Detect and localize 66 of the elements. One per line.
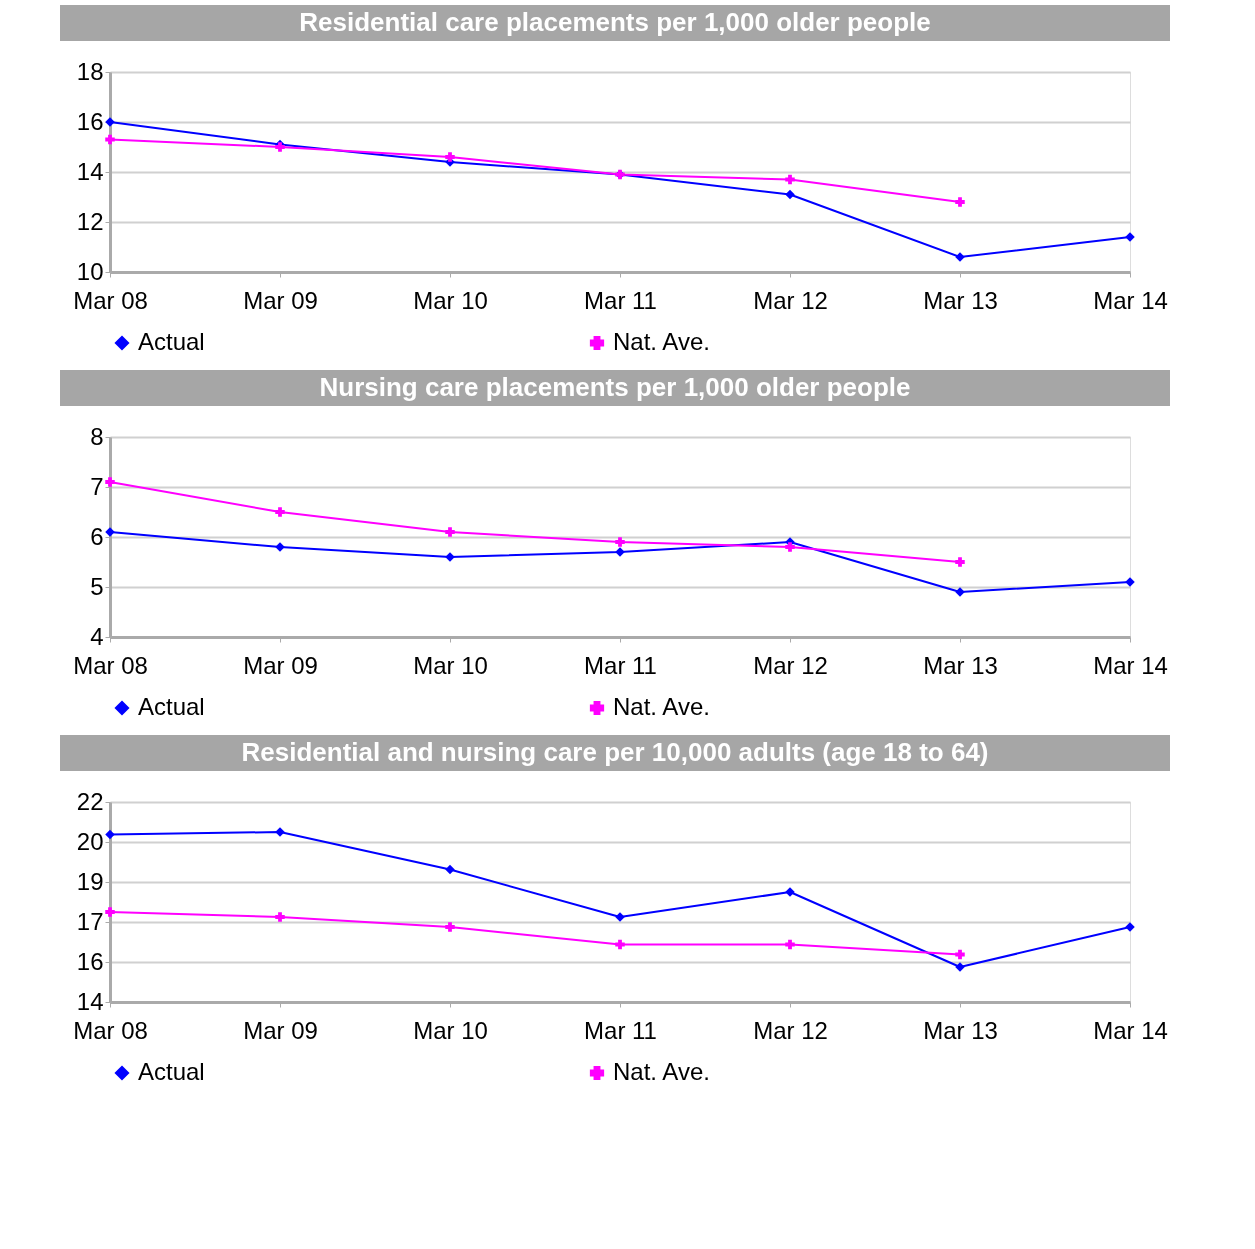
x-tick-label: Mar 08 [73,1016,148,1044]
y-tick-label: 16 [76,947,104,975]
y-tick-label: 14 [76,157,104,185]
y-tick-label: 5 [90,572,104,600]
x-tick-label: Mar 12 [753,651,828,679]
point [105,829,115,840]
point [445,922,455,932]
point [785,189,795,200]
point [105,134,115,145]
legend-label: Nat. Ave. [613,693,710,720]
y-tick-label: 18 [76,57,104,85]
y-tick-label: 17 [76,907,104,935]
x-tick-label: Mar 10 [413,286,488,314]
point [105,907,115,917]
y-tick-label: 22 [76,787,104,815]
y-tick-label: 10 [76,257,104,285]
x-tick-label: Mar 08 [73,286,148,314]
point [445,152,455,162]
chart-title: Residential and nursing care per 10,000 adults (age 18 to 64) [241,737,989,767]
chart-title: Residential care placements per 1,000 older people [299,7,931,37]
x-tick-label: Mar 14 [1093,286,1168,314]
x-tick-label: Mar 13 [923,286,998,314]
point [445,527,455,537]
point [275,507,285,517]
y-tick-label: 8 [90,422,104,450]
y-tick-label: 19 [76,867,104,895]
x-tick-label: Mar 13 [923,1016,998,1044]
x-tick-label: Mar 09 [243,1016,318,1044]
point [105,477,115,487]
point [955,197,965,207]
x-tick-label: Mar 12 [753,1016,828,1044]
x-tick-label: Mar 10 [413,651,488,679]
y-tick-label: 7 [90,472,104,500]
point [615,939,625,950]
legend-label: Nat. Ave. [613,328,710,355]
point [785,174,795,185]
x-tick-label: Mar 13 [923,651,998,679]
y-tick-label: 20 [76,827,104,855]
x-tick-label: Mar 09 [243,286,318,314]
point [955,557,965,567]
point [785,939,795,950]
y-tick-label: 14 [76,987,104,1015]
y-tick-label: 6 [90,522,104,550]
x-tick-label: Mar 12 [753,286,828,314]
y-tick-label: 16 [76,107,104,135]
point [445,864,455,875]
point [275,912,285,922]
y-tick-label: 4 [90,622,104,650]
y-tick-label: 12 [76,207,104,235]
x-tick-label: Mar 10 [413,1016,488,1044]
x-tick-label: Mar 09 [243,651,318,679]
chart-title: Nursing care placements per 1,000 older people [319,372,911,402]
x-tick-label: Mar 08 [73,651,148,679]
x-tick-label: Mar 14 [1093,1016,1168,1044]
legend-label: Actual [138,1058,205,1085]
x-tick-label: Mar 14 [1093,651,1168,679]
point [955,949,965,960]
legend-label: Actual [138,693,205,720]
x-tick-label: Mar 11 [584,286,657,314]
legend-label: Nat. Ave. [613,1058,710,1085]
point [785,542,795,552]
legend-label: Actual [138,328,205,355]
point [615,537,625,547]
x-tick-label: Mar 11 [584,1016,657,1044]
x-tick-label: Mar 11 [584,651,657,679]
point [105,117,115,127]
